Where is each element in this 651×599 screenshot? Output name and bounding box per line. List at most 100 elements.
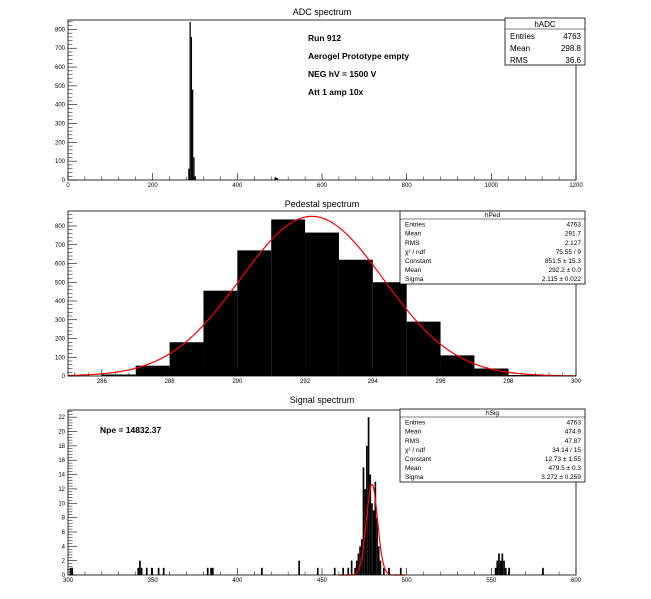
- stats-value: 851.5 ± 15.3: [545, 258, 581, 265]
- histogram-bin: [189, 21, 191, 180]
- y-tick-label: 100: [55, 159, 66, 165]
- histogram-bin: [494, 567, 497, 575]
- histogram-bin: [150, 567, 153, 575]
- y-tick-label: 300: [55, 318, 66, 324]
- histogram-bin: [261, 567, 263, 575]
- stats-key: Mean: [510, 44, 530, 53]
- stats-key: Mean: [405, 465, 422, 472]
- stats-value: 2.127: [565, 240, 582, 247]
- histogram-bin: [369, 474, 372, 575]
- stats-key: RMS: [405, 438, 420, 445]
- stats-box: [399, 210, 586, 285]
- y-tick-label: 700: [55, 46, 66, 52]
- histogram-bin: [193, 157, 195, 180]
- y-tick-label: 600: [55, 262, 66, 268]
- histogram-bin: [237, 250, 272, 376]
- x-tick-label: 292: [300, 379, 311, 385]
- histogram-bin: [376, 517, 378, 575]
- stats-value: 292.2 ± 0.0: [549, 267, 582, 274]
- histogram-bin: [333, 567, 336, 575]
- histogram-bin: [359, 546, 361, 575]
- x-tick-label: 200: [148, 183, 159, 189]
- histogram-bin: [379, 560, 382, 575]
- x-tick-label: 1200: [569, 183, 583, 189]
- histogram-bin: [145, 567, 148, 575]
- y-tick-label: 2: [62, 559, 66, 565]
- histogram-bin: [355, 560, 358, 575]
- y-tick-label: 400: [55, 103, 66, 109]
- annotation-text: NEG hV = 1500 V: [308, 69, 377, 79]
- histogram-bin: [474, 368, 509, 376]
- stats-name: hSig: [486, 410, 499, 417]
- histogram-bin: [508, 375, 543, 376]
- x-tick-label: 800: [402, 183, 413, 189]
- stats-key: Mean: [405, 231, 422, 238]
- histogram-bin: [190, 36, 193, 180]
- histogram-bin: [504, 567, 507, 575]
- histogram-bin: [372, 282, 407, 376]
- x-tick-label: 400: [232, 578, 243, 584]
- histogram-bin: [354, 567, 356, 575]
- x-tick-label: 450: [317, 578, 328, 584]
- stats-key: RMS: [405, 240, 420, 247]
- y-tick-label: 100: [55, 355, 66, 361]
- histogram-bin: [342, 567, 345, 575]
- histogram-bin: [316, 567, 319, 575]
- histogram-bin: [169, 342, 204, 376]
- annotation-text: Run 912: [308, 33, 341, 43]
- stats-key: Sigma: [405, 474, 424, 481]
- histogram-bin: [374, 481, 377, 575]
- histogram-bin: [388, 567, 390, 575]
- stats-value: 4763: [567, 420, 582, 427]
- stats-key: Entries: [510, 32, 535, 41]
- histogram-bin: [372, 510, 375, 575]
- histogram-bin: [194, 176, 196, 180]
- x-tick-label: 300: [63, 578, 74, 584]
- histogram-bin: [298, 560, 300, 575]
- y-tick-label: 4: [62, 544, 66, 550]
- annotation-text: Att 1 amp 10x: [308, 87, 364, 97]
- x-tick-label: 300: [571, 379, 582, 385]
- x-tick-label: 550: [486, 578, 497, 584]
- y-tick-label: 0: [62, 573, 66, 579]
- histogram-bin: [211, 567, 214, 575]
- stats-key: Constant: [405, 258, 431, 265]
- histogram-bin: [347, 567, 350, 575]
- stats-value: 474.9: [565, 429, 582, 436]
- x-tick-label: 500: [402, 578, 413, 584]
- y-tick-label: 0: [62, 178, 66, 184]
- y-tick-label: 16: [58, 458, 65, 464]
- histogram-bin: [137, 567, 140, 575]
- stats-value: 75.55 / 9: [556, 249, 582, 256]
- stats-value: 47.87: [565, 438, 582, 445]
- x-tick-label: 350: [148, 578, 159, 584]
- y-tick-label: 200: [55, 140, 66, 146]
- stats-value: 479.5 ± 0.3: [549, 465, 582, 472]
- histogram-bin: [101, 374, 136, 376]
- stats-key: Entries: [405, 222, 426, 229]
- histogram-bin: [508, 567, 510, 575]
- histogram-bin: [274, 177, 277, 180]
- y-tick-label: 6: [62, 530, 66, 536]
- y-tick-label: 200: [55, 337, 66, 343]
- y-tick-label: 10: [58, 501, 65, 507]
- histogram-bin: [305, 232, 339, 376]
- x-tick-label: 290: [232, 379, 243, 385]
- x-tick-label: 1000: [485, 183, 499, 189]
- y-tick-label: 400: [55, 299, 66, 305]
- stats-key: Sigma: [405, 276, 424, 283]
- x-tick-label: 600: [317, 183, 328, 189]
- stats-value: 4763: [563, 32, 581, 41]
- histogram-bin: [271, 219, 306, 376]
- y-tick-label: 18: [58, 444, 65, 450]
- histogram-bin: [276, 178, 278, 180]
- annotation-text: Aerogel Prototype empty: [308, 51, 409, 61]
- histogram-bin: [499, 560, 502, 575]
- chart-title: Pedestal spectrum: [285, 199, 360, 209]
- histogram-bin: [503, 560, 505, 575]
- stats-value: 4763: [567, 222, 582, 229]
- stats-value: 3.272 ± 0.259: [541, 474, 581, 481]
- histogram-bin: [71, 567, 74, 575]
- stats-box: [399, 408, 586, 483]
